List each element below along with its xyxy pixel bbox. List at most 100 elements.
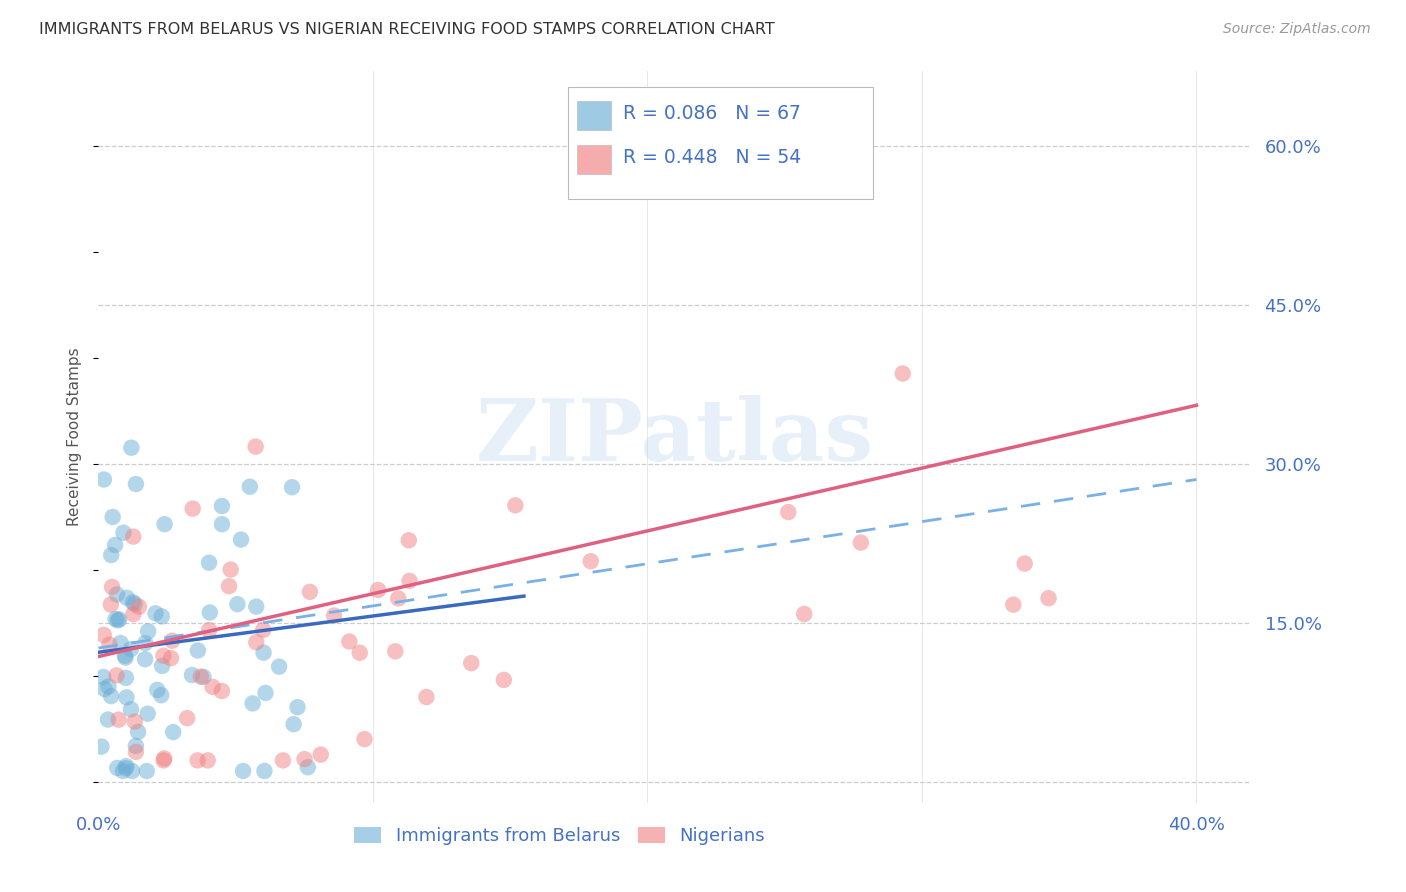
Point: [105, 587, 128, 601]
Point: [112, 525, 135, 540]
Point: [120, 642, 142, 657]
Point: [367, 582, 389, 597]
Point: [415, 690, 437, 704]
Point: [135, 764, 157, 778]
Point: [114, 650, 136, 665]
Point: [337, 634, 360, 648]
Point: [505, 499, 527, 513]
Point: [239, 480, 262, 494]
Point: [100, 548, 122, 562]
Point: [353, 732, 375, 747]
Point: [778, 505, 800, 519]
Point: [297, 760, 319, 774]
Point: [97, 713, 120, 727]
Point: [309, 747, 332, 762]
Point: [579, 554, 602, 568]
Point: [253, 764, 276, 778]
Point: [198, 606, 221, 620]
Point: [181, 668, 204, 682]
Point: [387, 591, 409, 606]
Point: [90, 739, 112, 754]
Point: [152, 753, 174, 767]
Point: [136, 706, 159, 721]
Bar: [576, 101, 612, 130]
Point: [793, 607, 815, 621]
Point: [198, 556, 221, 570]
Point: [93, 628, 115, 642]
Text: Source: ZipAtlas.com: Source: ZipAtlas.com: [1223, 22, 1371, 37]
Point: [460, 656, 482, 670]
Point: [162, 725, 184, 739]
Point: [93, 473, 115, 487]
Point: [1038, 591, 1060, 606]
Point: [211, 499, 233, 513]
Legend: Immigrants from Belarus, Nigerians: Immigrants from Belarus, Nigerians: [347, 820, 772, 852]
Point: [229, 533, 252, 547]
Point: [91, 670, 114, 684]
Point: [124, 597, 146, 611]
Point: [187, 643, 209, 657]
Point: [97, 680, 120, 694]
Point: [153, 751, 176, 765]
Point: [349, 646, 371, 660]
Point: [242, 697, 264, 711]
Point: [298, 584, 321, 599]
Point: [245, 635, 267, 649]
Point: [115, 759, 138, 773]
Y-axis label: Receiving Food Stamps: Receiving Food Stamps: [67, 348, 83, 526]
Point: [127, 725, 149, 739]
Point: [323, 608, 346, 623]
Point: [254, 686, 277, 700]
Point: [150, 609, 173, 624]
Point: [245, 599, 267, 614]
Point: [108, 612, 131, 626]
Point: [219, 563, 242, 577]
Point: [115, 591, 138, 605]
Point: [160, 633, 183, 648]
Point: [115, 671, 138, 685]
Point: [150, 688, 173, 702]
Point: [187, 753, 209, 767]
Point: [100, 689, 122, 703]
FancyBboxPatch shape: [568, 87, 873, 200]
Point: [492, 673, 515, 687]
Point: [136, 624, 159, 639]
Point: [226, 597, 249, 611]
Point: [160, 651, 183, 665]
Point: [121, 764, 143, 778]
Point: [891, 367, 914, 381]
Point: [181, 501, 204, 516]
Point: [190, 670, 212, 684]
Point: [398, 533, 420, 548]
Point: [122, 607, 145, 621]
Point: [283, 717, 305, 731]
Point: [124, 714, 146, 729]
Point: [114, 761, 136, 775]
Point: [150, 659, 173, 673]
Point: [201, 680, 224, 694]
Point: [105, 761, 128, 775]
Point: [100, 598, 122, 612]
Point: [114, 648, 136, 663]
Point: [152, 648, 174, 663]
Point: [197, 753, 219, 767]
Point: [1014, 557, 1036, 571]
Point: [252, 646, 274, 660]
Bar: [576, 145, 612, 174]
Point: [128, 599, 150, 614]
Point: [110, 636, 132, 650]
Point: [287, 700, 309, 714]
Point: [398, 574, 420, 588]
Point: [122, 530, 145, 544]
Point: [153, 517, 176, 532]
Point: [245, 440, 267, 454]
Point: [107, 713, 129, 727]
Point: [93, 681, 115, 696]
Point: [849, 535, 872, 549]
Text: ZIPatlas: ZIPatlas: [475, 395, 875, 479]
Text: IMMIGRANTS FROM BELARUS VS NIGERIAN RECEIVING FOOD STAMPS CORRELATION CHART: IMMIGRANTS FROM BELARUS VS NIGERIAN RECE…: [39, 22, 775, 37]
Point: [176, 711, 198, 725]
Point: [211, 684, 233, 698]
Point: [198, 623, 221, 637]
Point: [125, 739, 148, 753]
